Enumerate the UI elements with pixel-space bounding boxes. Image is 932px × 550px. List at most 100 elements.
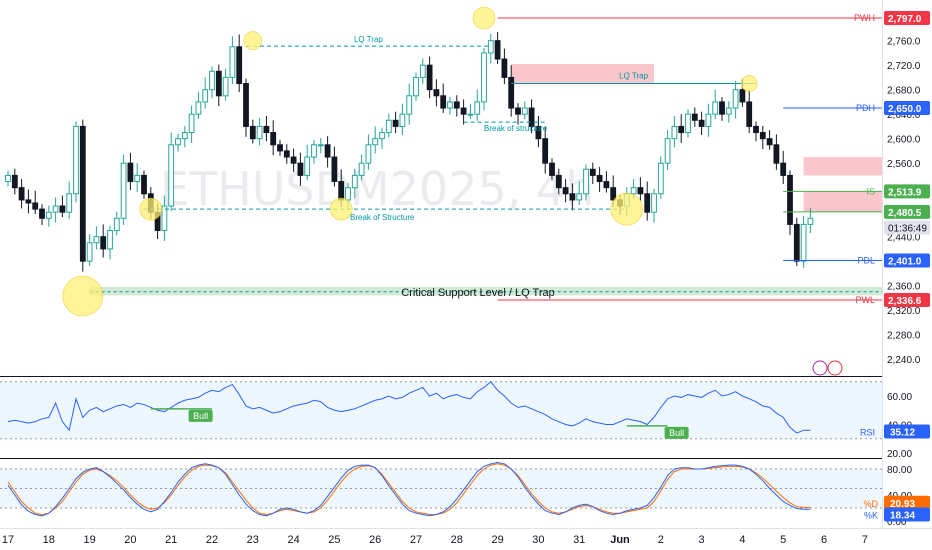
candle[interactable]	[73, 125, 79, 195]
candle[interactable]	[610, 187, 617, 201]
candle[interactable]	[304, 156, 311, 176]
candle[interactable]	[372, 138, 379, 146]
rsi-pane[interactable]: Bull Bull RSI	[0, 381, 882, 440]
candle[interactable]	[100, 236, 107, 250]
candle[interactable]	[181, 132, 188, 140]
candle[interactable]	[317, 144, 324, 147]
candle[interactable]	[188, 113, 195, 134]
candle[interactable]	[202, 89, 209, 103]
candle[interactable]	[589, 168, 596, 176]
candle[interactable]	[671, 125, 678, 140]
candle[interactable]	[569, 193, 576, 201]
candle[interactable]	[283, 150, 290, 158]
candle[interactable]	[698, 119, 705, 127]
candle[interactable]	[66, 193, 73, 213]
candle[interactable]	[426, 64, 433, 91]
candle[interactable]	[277, 144, 283, 152]
candle[interactable]	[705, 113, 712, 127]
candle[interactable]	[5, 174, 11, 183]
candle[interactable]	[753, 125, 759, 134]
candle[interactable]	[358, 162, 365, 176]
candle[interactable]	[800, 223, 807, 262]
candle[interactable]	[739, 89, 746, 103]
candle[interactable]	[331, 156, 338, 183]
candle[interactable]	[195, 101, 202, 115]
candle[interactable]	[297, 162, 304, 176]
candle[interactable]	[555, 174, 562, 189]
candle[interactable]	[406, 95, 413, 115]
candle[interactable]	[141, 174, 147, 195]
candle[interactable]	[120, 162, 127, 219]
candle[interactable]	[175, 138, 181, 146]
candle[interactable]	[630, 187, 637, 195]
candle[interactable]	[549, 162, 555, 176]
candle[interactable]	[576, 193, 583, 201]
candle[interactable]	[766, 138, 773, 146]
candle[interactable]	[379, 132, 385, 140]
candle[interactable]	[222, 76, 229, 97]
candle[interactable]	[413, 76, 419, 97]
candle[interactable]	[270, 132, 277, 146]
candle[interactable]	[467, 113, 474, 116]
candle[interactable]	[725, 107, 732, 115]
candle[interactable]	[644, 193, 651, 213]
candle[interactable]	[780, 162, 787, 176]
candle[interactable]	[793, 223, 800, 262]
candle[interactable]	[712, 101, 719, 115]
candle[interactable]	[528, 107, 535, 127]
candle[interactable]	[719, 101, 725, 115]
candle[interactable]	[603, 181, 610, 189]
candle[interactable]	[243, 83, 249, 127]
candle[interactable]	[759, 132, 766, 140]
candle[interactable]	[52, 205, 59, 213]
candle[interactable]	[32, 202, 39, 210]
candle[interactable]	[542, 138, 549, 164]
candle[interactable]	[168, 144, 175, 207]
candle[interactable]	[113, 217, 120, 232]
candle[interactable]	[508, 76, 515, 109]
candle[interactable]	[345, 187, 351, 201]
candle[interactable]	[664, 138, 671, 164]
candle[interactable]	[134, 174, 141, 183]
candle[interactable]	[209, 70, 215, 91]
candle[interactable]	[25, 199, 32, 204]
candle[interactable]	[161, 205, 168, 232]
candle[interactable]	[107, 230, 113, 250]
candle[interactable]	[229, 46, 236, 78]
candle[interactable]	[562, 187, 569, 195]
candle[interactable]	[481, 52, 487, 103]
candle[interactable]	[365, 144, 372, 164]
candle[interactable]	[657, 162, 664, 195]
candle[interactable]	[18, 187, 25, 201]
candle[interactable]	[59, 205, 66, 213]
candle[interactable]	[236, 46, 243, 85]
candle[interactable]	[290, 156, 297, 164]
candle[interactable]	[474, 101, 481, 115]
candle[interactable]	[45, 211, 52, 219]
candle[interactable]	[596, 174, 603, 183]
candle[interactable]	[678, 125, 685, 134]
candle[interactable]	[773, 144, 780, 164]
candle[interactable]	[249, 125, 256, 140]
candle[interactable]	[11, 174, 18, 189]
candle[interactable]	[453, 101, 460, 109]
candle[interactable]	[311, 144, 317, 158]
candle[interactable]	[324, 144, 331, 158]
candle[interactable]	[583, 168, 589, 195]
candle[interactable]	[338, 181, 345, 201]
candle[interactable]	[501, 58, 508, 78]
candle[interactable]	[651, 193, 657, 213]
candle[interactable]	[39, 208, 45, 219]
candle[interactable]	[447, 101, 453, 109]
candle[interactable]	[746, 101, 753, 127]
candle[interactable]	[392, 119, 399, 127]
candle[interactable]	[127, 162, 134, 183]
candle[interactable]	[385, 119, 392, 134]
candle[interactable]	[460, 107, 467, 115]
candle[interactable]	[440, 95, 447, 109]
stochastic-pane[interactable]: %D %K	[0, 461, 882, 521]
price-pane[interactable]: PWH PDH IS PDL PWL LQ Trap LQ Trap Break of Str…	[5, 6, 883, 376]
candle[interactable]	[494, 40, 501, 60]
candle[interactable]	[433, 89, 440, 97]
candle[interactable]	[515, 107, 521, 115]
